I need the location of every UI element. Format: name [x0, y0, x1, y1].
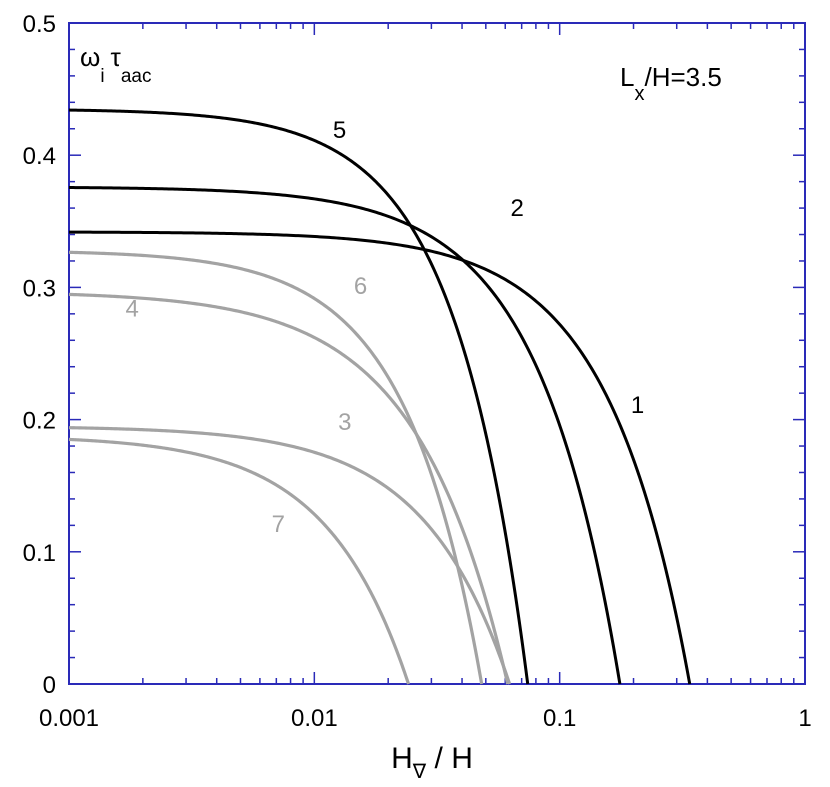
curve-1	[68, 230, 692, 685]
curve-4	[68, 292, 510, 685]
annotation-rest: /H=3.5	[644, 62, 721, 92]
y-tick-label: 0.1	[23, 540, 56, 567]
curve-label-3: 3	[338, 409, 351, 436]
annotation: Lx/H=3.5	[620, 62, 722, 105]
curve-label-2: 2	[510, 195, 523, 222]
y-label-omega-sub: i	[100, 66, 104, 87]
y-label-tau-sub: aac	[121, 66, 152, 87]
curve-label-6: 6	[354, 273, 367, 300]
curve-2	[68, 186, 622, 685]
x-tick-label: 1	[798, 705, 811, 732]
annotation-sub: x	[634, 83, 644, 105]
curves	[68, 108, 692, 685]
curve-label-7: 7	[272, 511, 285, 538]
svg-text:ωiτaac: ωiτaac	[80, 42, 151, 87]
y-tick-label: 0	[43, 672, 56, 699]
x-label-main: H	[391, 742, 413, 775]
curve-label-4: 4	[126, 295, 139, 322]
y-tick-labels: 0 0.1 0.2 0.3 0.4 0.5	[23, 11, 56, 699]
svg-text:H∇ / H: H∇ / H	[391, 742, 473, 783]
curve-7	[68, 437, 411, 685]
y-label-omega: ω	[80, 42, 100, 72]
x-tick-labels: 0.001 0.01 0.1 1	[39, 705, 812, 732]
x-tick-label: 0.1	[543, 705, 576, 732]
annotation-main: L	[620, 62, 634, 92]
y-tick-label: 0.2	[23, 408, 56, 435]
curve-5	[68, 108, 530, 685]
y-tick-label: 0.5	[23, 11, 56, 38]
x-label-rest: / H	[426, 742, 473, 775]
curve-3	[68, 426, 512, 685]
curve-labels: 1 2 3 4 5 6 7	[126, 117, 645, 538]
axis-ticks	[68, 22, 805, 685]
x-tick-label: 0.001	[39, 705, 99, 732]
svg-text:Lx/H=3.5: Lx/H=3.5	[620, 62, 722, 105]
plot-frame	[68, 22, 806, 685]
y-tick-label: 0.4	[23, 143, 56, 170]
curve-label-1: 1	[631, 392, 644, 419]
y-axis-label: ωiτaac	[80, 42, 151, 87]
y-label-tau: τ	[111, 42, 122, 72]
x-label-sub: ∇	[412, 761, 427, 783]
x-tick-label: 0.01	[291, 705, 338, 732]
x-axis-title: H∇ / H	[391, 742, 473, 783]
curve-label-5: 5	[333, 117, 346, 144]
curve-6	[68, 250, 484, 685]
y-tick-label: 0.3	[23, 275, 56, 302]
